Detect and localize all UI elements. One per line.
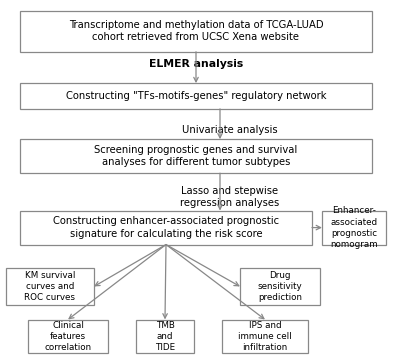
Text: Constructing "TFs-motifs-genes" regulatory network: Constructing "TFs-motifs-genes" regulato…: [66, 91, 326, 101]
FancyBboxPatch shape: [222, 320, 308, 353]
Text: IPS and
immune cell
infiltration: IPS and immune cell infiltration: [238, 321, 292, 352]
Text: KM survival
curves and
ROC curves: KM survival curves and ROC curves: [24, 271, 76, 302]
FancyBboxPatch shape: [20, 139, 372, 173]
Text: Drug
sensitivity
prediction: Drug sensitivity prediction: [258, 271, 302, 302]
Text: Clinical
features
correlation: Clinical features correlation: [44, 321, 92, 352]
Text: Transcriptome and methylation data of TCGA-LUAD
cohort retrieved from UCSC Xena : Transcriptome and methylation data of TC…: [69, 20, 323, 42]
FancyBboxPatch shape: [136, 320, 194, 353]
Text: TMB
and
TIDE: TMB and TIDE: [155, 321, 175, 352]
FancyBboxPatch shape: [20, 211, 312, 245]
Text: Lasso and stepwise
regression analyses: Lasso and stepwise regression analyses: [180, 186, 280, 208]
Text: ELMER analysis: ELMER analysis: [149, 59, 243, 69]
FancyBboxPatch shape: [20, 83, 372, 109]
Text: Enhancer-
associated
prognostic
nomogram: Enhancer- associated prognostic nomogram: [330, 206, 378, 249]
FancyBboxPatch shape: [322, 211, 386, 245]
FancyBboxPatch shape: [240, 268, 320, 305]
FancyBboxPatch shape: [28, 320, 108, 353]
FancyBboxPatch shape: [20, 11, 372, 52]
Text: Screening prognostic genes and survival
analyses for different tumor subtypes: Screening prognostic genes and survival …: [94, 145, 298, 167]
FancyBboxPatch shape: [6, 268, 94, 305]
Text: Univariate analysis: Univariate analysis: [182, 125, 278, 135]
Text: Constructing enhancer-associated prognostic
signature for calculating the risk s: Constructing enhancer-associated prognos…: [53, 216, 279, 239]
